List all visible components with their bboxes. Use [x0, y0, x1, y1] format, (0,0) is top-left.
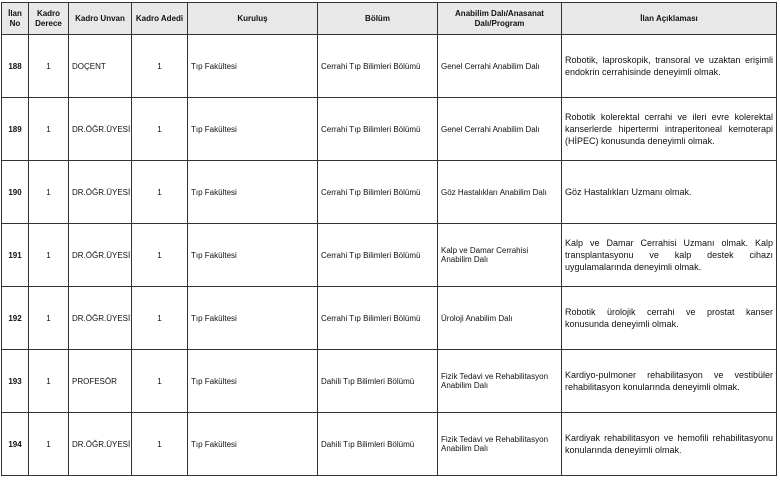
cell-aciklama: Göz Hastalıkları Uzmanı olmak. [561, 160, 777, 224]
table-row: 194 1 DR.ÖĞR.ÜYESİ 1 Tıp Fakültesi Dahili Tıp… [1, 412, 777, 476]
cell-ilan-no: 189 [1, 97, 29, 161]
cell-bolum: Dahili Tıp Bilimleri Bölümü [317, 412, 438, 476]
cell-anabilim: Fizik Tedavi ve Rehabilitasyon Anabilim … [437, 349, 562, 413]
cell-kadro-unvan: PROFESÖR [68, 349, 132, 413]
cell-kurulus: Tıp Fakültesi [187, 286, 318, 350]
header-bolum: Bölüm [317, 2, 438, 35]
header-aciklama: İlan Açıklaması [561, 2, 777, 35]
header-kadro-derece: Kadro Derece [28, 2, 69, 35]
cell-anabilim: Genel Cerrahi Anabilim Dalı [437, 97, 562, 161]
cell-kadro-derece: 1 [28, 286, 69, 350]
cell-kadro-unvan: DR.ÖĞR.ÜYESİ [68, 412, 132, 476]
cell-kurulus: Tıp Fakültesi [187, 349, 318, 413]
cell-aciklama: Robotik ürolojik cerrahi ve prostat kans… [561, 286, 777, 350]
cell-bolum: Cerrahi Tıp Bilimleri Bölümü [317, 160, 438, 224]
cell-kadro-unvan: DR.ÖĞR.ÜYESİ [68, 286, 132, 350]
cell-aciklama: Kalp ve Damar Cerrahisi Uzmanı olmak. Ka… [561, 223, 777, 287]
cell-ilan-no: 193 [1, 349, 29, 413]
table-row: 189 1 DR.ÖĞR.ÜYESİ 1 Tıp Fakültesi Cerrahi Tı… [1, 97, 777, 161]
cell-bolum: Cerrahi Tıp Bilimleri Bölümü [317, 34, 438, 98]
cell-kurulus: Tıp Fakültesi [187, 34, 318, 98]
cell-bolum: Dahili Tıp Bilimleri Bölümü [317, 349, 438, 413]
cell-aciklama: Robotik kolerektal cerrahi ve ileri evre… [561, 97, 777, 161]
cell-kadro-adedi: 1 [131, 160, 188, 224]
table-row: 192 1 DR.ÖĞR.ÜYESİ 1 Tıp Fakültesi Cerrahi Tı… [1, 286, 777, 350]
cell-bolum: Cerrahi Tıp Bilimleri Bölümü [317, 223, 438, 287]
header-ilan-no: İlan No [1, 2, 29, 35]
header-kadro-adedi: Kadro Adedi [131, 2, 188, 35]
cell-anabilim: Genel Cerrahi Anabilim Dalı [437, 34, 562, 98]
cell-ilan-no: 191 [1, 223, 29, 287]
header-kurulus: Kuruluş [187, 2, 318, 35]
cell-kadro-derece: 1 [28, 223, 69, 287]
cell-kadro-derece: 1 [28, 412, 69, 476]
cell-kadro-adedi: 1 [131, 412, 188, 476]
job-listing-table: İlan No Kadro Derece Kadro Unvan Kadro A… [1, 2, 777, 476]
header-row: İlan No Kadro Derece Kadro Unvan Kadro A… [1, 2, 777, 35]
cell-anabilim: Kalp ve Damar Cerrahisi Anabilim Dalı [437, 223, 562, 287]
cell-kadro-adedi: 1 [131, 349, 188, 413]
cell-kadro-unvan: DOÇENT [68, 34, 132, 98]
cell-ilan-no: 194 [1, 412, 29, 476]
cell-kadro-derece: 1 [28, 97, 69, 161]
cell-kadro-derece: 1 [28, 160, 69, 224]
cell-kadro-adedi: 1 [131, 97, 188, 161]
cell-kadro-adedi: 1 [131, 34, 188, 98]
cell-anabilim: Göz Hastalıkları Anabilim Dalı [437, 160, 562, 224]
table-row: 188 1 DOÇENT 1 Tıp Fakültesi Cerrahi Tıp Bili… [1, 34, 777, 98]
cell-aciklama: Robotik, laproskopik, transoral ve uzakt… [561, 34, 777, 98]
cell-kurulus: Tıp Fakültesi [187, 97, 318, 161]
cell-kurulus: Tıp Fakültesi [187, 223, 318, 287]
cell-kadro-derece: 1 [28, 349, 69, 413]
cell-kurulus: Tıp Fakültesi [187, 160, 318, 224]
cell-kadro-derece: 1 [28, 34, 69, 98]
cell-kadro-unvan: DR.ÖĞR.ÜYESİ [68, 160, 132, 224]
cell-aciklama: Kardiyak rehabilitasyon ve hemofili reha… [561, 412, 777, 476]
cell-kadro-unvan: DR.ÖĞR.ÜYESİ [68, 223, 132, 287]
cell-ilan-no: 188 [1, 34, 29, 98]
cell-kadro-adedi: 1 [131, 286, 188, 350]
cell-anabilim: Fizik Tedavi ve Rehabilitasyon Anabilim … [437, 412, 562, 476]
cell-aciklama: Kardiyo-pulmoner rehabilitasyon ve vesti… [561, 349, 777, 413]
cell-anabilim: Üroloji Anabilim Dalı [437, 286, 562, 350]
cell-bolum: Cerrahi Tıp Bilimleri Bölümü [317, 286, 438, 350]
table-row: 190 1 DR.ÖĞR.ÜYESİ 1 Tıp Fakültesi Cerrahi Tı… [1, 160, 777, 224]
cell-kadro-unvan: DR.ÖĞR.ÜYESİ [68, 97, 132, 161]
header-anabilim: Anabilim Dalı/Anasanat Dalı/Program [437, 2, 562, 35]
cell-ilan-no: 192 [1, 286, 29, 350]
header-kadro-unvan: Kadro Unvan [68, 2, 132, 35]
cell-kadro-adedi: 1 [131, 223, 188, 287]
cell-kurulus: Tıp Fakültesi [187, 412, 318, 476]
cell-ilan-no: 190 [1, 160, 29, 224]
table-row: 193 1 PROFESÖR 1 Tıp Fakültesi Dahili Tıp Bil… [1, 349, 777, 413]
table-row: 191 1 DR.ÖĞR.ÜYESİ 1 Tıp Fakültesi Cerrahi Tı… [1, 223, 777, 287]
cell-bolum: Cerrahi Tıp Bilimleri Bölümü [317, 97, 438, 161]
